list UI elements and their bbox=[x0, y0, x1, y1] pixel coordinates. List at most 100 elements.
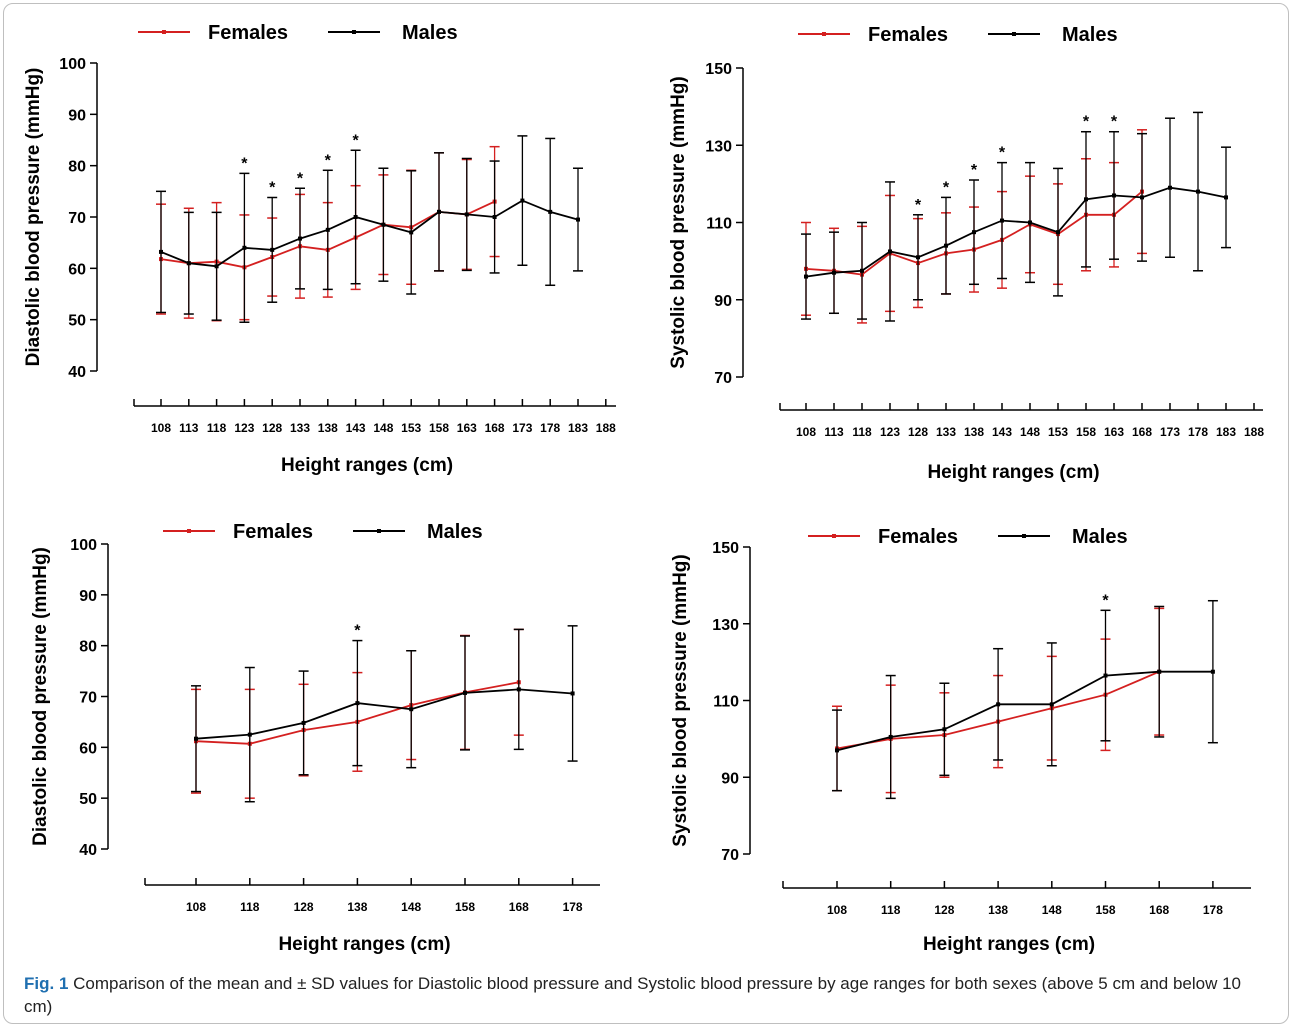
y-tick-label: 150 bbox=[712, 540, 739, 557]
data-point bbox=[464, 212, 469, 217]
x-tick-label: 163 bbox=[1104, 425, 1124, 439]
data-point bbox=[944, 243, 948, 248]
series-line-males bbox=[805, 186, 1227, 278]
data-point bbox=[1028, 220, 1032, 225]
x-tick-label: 148 bbox=[373, 421, 393, 435]
x-tick-label: 118 bbox=[852, 425, 872, 439]
legend-marker-females bbox=[822, 32, 826, 36]
data-point bbox=[972, 230, 976, 235]
significance-marker: * bbox=[999, 145, 1006, 162]
data-point bbox=[247, 732, 252, 737]
data-point bbox=[570, 691, 575, 696]
y-tick-label: 90 bbox=[68, 107, 86, 124]
y-tick-label: 50 bbox=[68, 313, 86, 330]
x-tick-label: 138 bbox=[964, 425, 984, 439]
data-point bbox=[516, 687, 521, 692]
x-tick-label: 128 bbox=[934, 903, 954, 917]
legend: Females Males bbox=[138, 22, 458, 44]
significance-marker: * bbox=[1111, 114, 1118, 131]
y-tick-label: 130 bbox=[712, 617, 739, 634]
x-tick-label: 138 bbox=[347, 900, 367, 914]
y-tick-label: 90 bbox=[714, 293, 732, 310]
figure-frame bbox=[3, 3, 1289, 1024]
x-tick-label: 178 bbox=[563, 900, 583, 914]
y-axis-label: Systolic blood pressure (mmHg) bbox=[668, 76, 689, 368]
x-tick-label: 183 bbox=[1216, 425, 1236, 439]
y-tick-label: 60 bbox=[79, 740, 97, 757]
x-tick-label: 108 bbox=[186, 900, 206, 914]
y-tick-label: 70 bbox=[721, 847, 739, 864]
data-point bbox=[186, 261, 191, 266]
legend-label-males: Males bbox=[402, 22, 458, 44]
legend-marker-females bbox=[162, 30, 166, 34]
data-point bbox=[1168, 185, 1172, 190]
y-tick-label: 110 bbox=[706, 216, 732, 233]
legend-marker-males bbox=[377, 529, 381, 533]
significance-marker: * bbox=[269, 179, 276, 196]
significance-marker: * bbox=[915, 197, 922, 214]
chart-systolic-10cm: Females Males 70 90 110 130 150 Systolic blood … bbox=[670, 526, 1251, 955]
y-axis-label: Diastolic blood pressure (mmHg) bbox=[30, 547, 51, 846]
data-point bbox=[325, 227, 330, 232]
legend-marker-females bbox=[832, 534, 836, 538]
significance-marker: * bbox=[241, 155, 248, 172]
y-tick-label: 80 bbox=[68, 159, 86, 176]
data-point bbox=[888, 734, 893, 739]
data-point bbox=[1157, 669, 1162, 674]
x-tick-label: 108 bbox=[151, 421, 171, 435]
legend-label-males: Males bbox=[1062, 24, 1118, 46]
x-tick-label: 118 bbox=[240, 900, 260, 914]
x-tick-label: 168 bbox=[485, 421, 505, 435]
x-tick-label: 153 bbox=[401, 421, 421, 435]
y-tick-label: 50 bbox=[79, 791, 97, 808]
legend-label-females: Females bbox=[233, 521, 313, 543]
legend: Females Males bbox=[798, 24, 1118, 46]
data-point bbox=[214, 264, 219, 269]
x-tick-label: 168 bbox=[1132, 425, 1152, 439]
x-axis-label: Height ranges (cm) bbox=[281, 455, 453, 476]
x-tick-label: 188 bbox=[1244, 425, 1264, 439]
data-point bbox=[242, 245, 247, 250]
series-males bbox=[156, 135, 583, 323]
data-point bbox=[1196, 189, 1200, 194]
y-tick-label: 60 bbox=[68, 261, 86, 278]
x-tick-label: 148 bbox=[1042, 903, 1062, 917]
data-point bbox=[1112, 193, 1116, 198]
y-tick-label: 40 bbox=[79, 842, 97, 859]
series-males bbox=[832, 599, 1218, 800]
x-tick-label: 123 bbox=[880, 425, 900, 439]
significance-marker: * bbox=[971, 162, 978, 179]
y-tick-label: 130 bbox=[705, 138, 732, 155]
x-tick-label: 138 bbox=[988, 903, 1008, 917]
series-line-males bbox=[195, 688, 573, 740]
data-point bbox=[409, 230, 414, 235]
data-point bbox=[301, 720, 306, 725]
y-tick-label: 100 bbox=[70, 537, 97, 554]
x-tick-label: 108 bbox=[796, 425, 816, 439]
data-point bbox=[1140, 195, 1144, 200]
x-tick-label: 188 bbox=[596, 421, 616, 435]
y-axis-label: Systolic blood pressure (mmHg) bbox=[670, 554, 691, 846]
legend-marker-males bbox=[1022, 534, 1026, 538]
y-axis-label: Diastolic blood pressure (mmHg) bbox=[23, 68, 44, 367]
x-tick-label: 133 bbox=[936, 425, 956, 439]
x-tick-label: 118 bbox=[207, 421, 227, 435]
data-point bbox=[298, 236, 302, 241]
y-tick-label: 70 bbox=[68, 210, 86, 227]
x-axis-label: Height ranges (cm) bbox=[927, 462, 1099, 483]
x-tick-label: 118 bbox=[881, 903, 901, 917]
x-tick-label: 168 bbox=[1149, 903, 1169, 917]
x-tick-label: 128 bbox=[262, 421, 282, 435]
data-point bbox=[804, 274, 808, 279]
chart-systolic-5cm: Females Males 70 90 110 130 150 Systolic blood … bbox=[668, 24, 1264, 483]
series-line-males bbox=[160, 199, 579, 268]
significance-marker: * bbox=[354, 623, 361, 640]
x-tick-label: 123 bbox=[234, 421, 254, 435]
data-point bbox=[888, 249, 892, 254]
x-tick-label: 178 bbox=[540, 421, 560, 435]
data-point bbox=[520, 198, 525, 203]
y-tick-label: 90 bbox=[721, 770, 739, 787]
y-tick-label: 90 bbox=[79, 588, 97, 605]
legend-label-females: Females bbox=[868, 24, 948, 46]
data-point bbox=[832, 270, 836, 275]
